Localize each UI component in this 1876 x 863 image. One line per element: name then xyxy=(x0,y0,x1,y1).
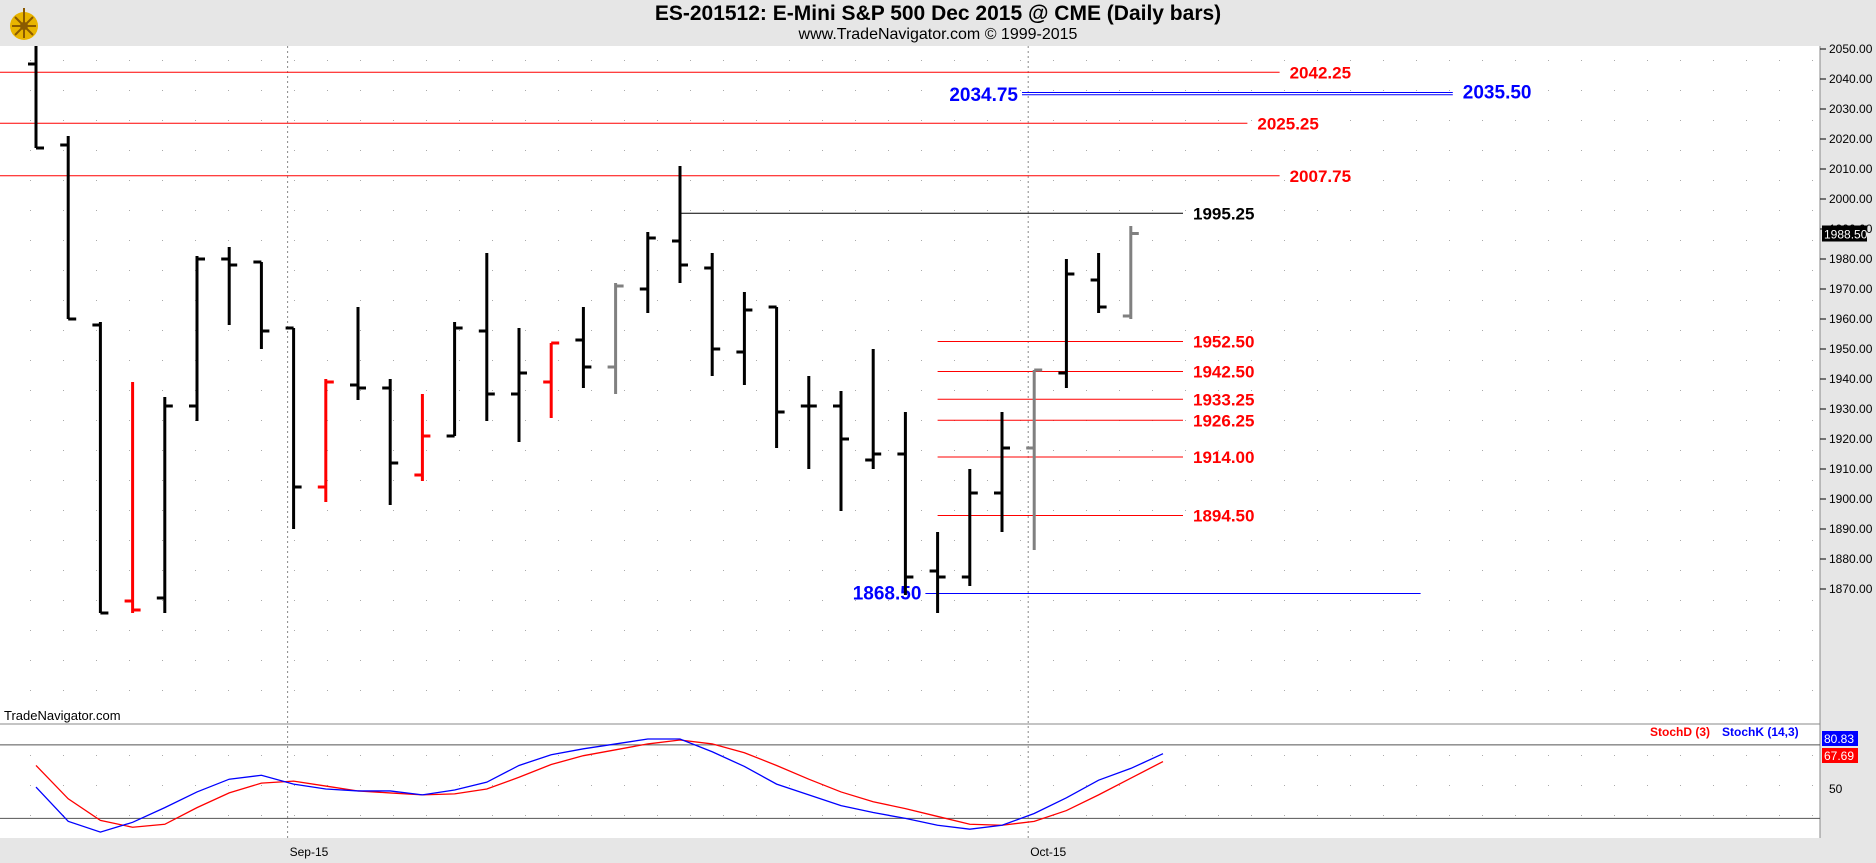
stoch-k-value: 80.83 xyxy=(1824,732,1854,746)
stoch-series-line xyxy=(35,738,1164,833)
stoch-tick-label: 50 xyxy=(1829,782,1843,796)
ohlc-bar xyxy=(478,253,495,421)
grid-dots xyxy=(30,60,1813,816)
level-label: 1894.50 xyxy=(1193,507,1254,526)
current-price-box xyxy=(1822,225,1867,242)
ohlc-bar xyxy=(382,379,399,505)
chart-subtitle: www.TradeNavigator.com © 1999-2015 xyxy=(798,26,1078,43)
price-tick-label: 1900.00 xyxy=(1829,492,1873,506)
stoch-k-value-box xyxy=(1822,731,1858,746)
current-price-label: 1988.50 xyxy=(1824,228,1868,242)
price-tick-label: 1970.00 xyxy=(1829,282,1873,296)
ohlc-bar xyxy=(189,256,205,421)
ohlc-bar xyxy=(317,379,334,502)
price-tick-label: 1960.00 xyxy=(1829,312,1873,326)
ohlc-bar xyxy=(833,391,849,511)
blue-level-label: 2034.75 xyxy=(949,85,1018,106)
trade-navigator-logo-icon xyxy=(10,8,38,40)
price-tick-label: 2010.00 xyxy=(1829,162,1873,176)
ohlc-bar xyxy=(92,322,109,615)
level-label: 1952.50 xyxy=(1193,333,1254,352)
stoch-series-line xyxy=(35,739,1164,828)
chart-header: ES-201512: E-Mini S&P 500 Dec 2015 @ CME… xyxy=(0,0,1876,46)
chart-title: ES-201512: E-Mini S&P 500 Dec 2015 @ CME… xyxy=(654,2,1222,25)
level-label: 1926.25 xyxy=(1193,411,1254,430)
level-label: 1914.00 xyxy=(1193,448,1254,467)
ohlc-bar xyxy=(639,232,656,313)
ohlc-bar xyxy=(350,307,366,400)
date-axis: Sep-15 Oct-15 xyxy=(290,845,1067,859)
date-tick-label: Sep-15 xyxy=(290,845,329,859)
ohlc-bar xyxy=(897,412,914,595)
ohlc-bar xyxy=(736,292,753,385)
ohlc-bar xyxy=(961,469,978,586)
stochastic-panel xyxy=(0,724,1820,838)
price-tick-label: 1980.00 xyxy=(1829,252,1873,266)
ohlc-bar xyxy=(446,322,463,438)
price-tick-label: 1950.00 xyxy=(1829,342,1873,356)
price-tick-label: 1930.00 xyxy=(1829,402,1873,416)
price-tick-label: 2050.00 xyxy=(1829,42,1873,56)
stoch-legend-d: StochD (3) xyxy=(1650,725,1710,739)
date-gridlines xyxy=(287,46,1029,838)
price-tick-label: 1920.00 xyxy=(1829,432,1873,446)
ohlc-bar xyxy=(704,253,721,376)
ohlc-bar xyxy=(672,166,688,283)
ohlc-bar xyxy=(414,394,431,481)
ohlc-bar xyxy=(865,349,882,469)
level-label: 2007.75 xyxy=(1290,167,1351,186)
price-tick-label: 1940.00 xyxy=(1829,372,1873,386)
price-tick-label: 2020.00 xyxy=(1829,132,1873,146)
price-tick-label: 1890.00 xyxy=(1829,522,1873,536)
ohlc-bar xyxy=(156,397,173,613)
ohlc-bar xyxy=(543,341,560,418)
price-panel xyxy=(0,46,1820,724)
date-tick-label: Oct-15 xyxy=(1030,845,1066,859)
stoch-d-value: 67.69 xyxy=(1824,749,1854,763)
ohlc-bar xyxy=(28,46,44,150)
ohlc-bar xyxy=(221,247,238,325)
ohlc-bar xyxy=(124,382,141,613)
stochastic-lines: 50 80.83 67.69 xyxy=(0,731,1858,833)
ohlc-bar xyxy=(800,376,817,469)
ohlc-bar xyxy=(1122,226,1139,319)
ohlc-bar xyxy=(768,305,785,448)
stoch-legend-k: StochK (14,3) xyxy=(1722,725,1799,739)
level-label: 1942.50 xyxy=(1193,363,1254,382)
horizontal-levels: 2042.25 2025.25 2007.75 1995.25 1952.50 1942.… xyxy=(0,63,1532,605)
ohlc-bar xyxy=(60,136,77,321)
level-label: 1995.25 xyxy=(1193,204,1254,223)
stoch-d-value-box xyxy=(1822,748,1858,763)
price-tick-label: 2040.00 xyxy=(1829,72,1873,86)
level-label: 2025.25 xyxy=(1257,114,1318,133)
ohlc-bars xyxy=(28,46,1139,615)
price-tick-label: 1910.00 xyxy=(1829,462,1873,476)
ohlc-bar xyxy=(285,326,302,529)
ohlc-bar xyxy=(511,328,527,442)
price-tick-label: 2000.00 xyxy=(1829,192,1873,206)
watermark: TradeNavigator.com xyxy=(4,708,121,723)
ohlc-bar xyxy=(994,412,1010,532)
ohlc-bar xyxy=(1090,253,1107,313)
level-label: 1933.25 xyxy=(1193,390,1254,409)
blue-level-label: 1868.50 xyxy=(853,584,922,605)
ohlc-bar xyxy=(929,532,946,613)
ohlc-bar xyxy=(607,283,624,394)
blue-level-label: 2035.50 xyxy=(1463,83,1532,104)
ohlc-bar xyxy=(1058,259,1075,388)
price-axis: 2050.00 2040.00 2030.00 2020.00 2010.00 2000.… xyxy=(1820,42,1873,596)
level-label: 2042.25 xyxy=(1290,63,1351,82)
ohlc-bar xyxy=(253,260,270,349)
price-tick-label: 1870.00 xyxy=(1829,582,1873,596)
ohlc-bar xyxy=(575,307,592,388)
price-tick-label: 1880.00 xyxy=(1829,552,1873,566)
price-tick-label: 2030.00 xyxy=(1829,102,1873,116)
ohlc-bar xyxy=(1026,368,1043,550)
